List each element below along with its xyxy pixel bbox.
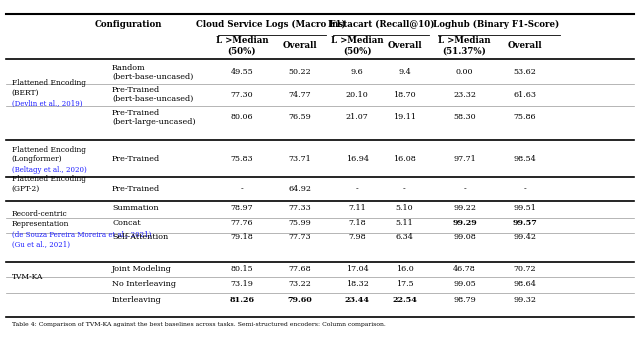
Text: 5.11: 5.11	[396, 219, 413, 227]
Text: 99.29: 99.29	[452, 219, 477, 227]
Text: 5.10: 5.10	[396, 204, 413, 213]
Text: 16.94: 16.94	[346, 155, 369, 163]
Text: Random
(bert-base-uncased): Random (bert-base-uncased)	[112, 64, 193, 81]
Text: Instacart (Recall@10): Instacart (Recall@10)	[328, 20, 434, 29]
Text: 6.34: 6.34	[396, 233, 413, 242]
Text: 98.54: 98.54	[513, 155, 536, 163]
Text: Table 4: Comparison of TVM-KA against the best baselines across tasks. Semi-stru: Table 4: Comparison of TVM-KA against th…	[12, 322, 385, 327]
Text: (Beltagy et al., 2020): (Beltagy et al., 2020)	[12, 166, 86, 174]
Text: 79.60: 79.60	[287, 296, 312, 304]
Text: Joint Modeling: Joint Modeling	[112, 265, 172, 273]
Text: 9.4: 9.4	[398, 68, 411, 77]
Text: -: -	[403, 185, 406, 193]
Text: 53.62: 53.62	[513, 68, 536, 77]
Text: (de Souza Pereira Moreira et al., 2021)
(Gu et al., 2021): (de Souza Pereira Moreira et al., 2021) …	[12, 231, 151, 249]
Text: L >Median
(51.37%): L >Median (51.37%)	[438, 36, 491, 56]
Text: -: -	[463, 185, 466, 193]
Text: 70.72: 70.72	[513, 265, 536, 273]
Text: Overall: Overall	[508, 41, 542, 50]
Text: Pre-Trained
(bert-large-uncased): Pre-Trained (bert-large-uncased)	[112, 109, 196, 126]
Text: 81.26: 81.26	[229, 296, 255, 304]
Text: 99.22: 99.22	[453, 204, 476, 213]
Text: 99.51: 99.51	[513, 204, 536, 213]
Text: -: -	[524, 185, 526, 193]
Text: 99.42: 99.42	[513, 233, 536, 242]
Text: 17.5: 17.5	[396, 280, 413, 288]
Text: L >Median
(50%): L >Median (50%)	[216, 36, 268, 56]
Text: 20.10: 20.10	[346, 90, 369, 99]
Text: 23.44: 23.44	[344, 296, 370, 304]
Text: (Devlin et al., 2019): (Devlin et al., 2019)	[12, 100, 82, 108]
Text: 77.33: 77.33	[288, 204, 311, 213]
Text: TVM-KA: TVM-KA	[12, 273, 43, 281]
Text: 22.54: 22.54	[392, 296, 417, 304]
Text: 18.70: 18.70	[393, 90, 416, 99]
Text: 9.6: 9.6	[351, 68, 364, 77]
Text: 79.18: 79.18	[230, 233, 253, 242]
Text: 50.22: 50.22	[288, 68, 311, 77]
Text: 16.08: 16.08	[393, 155, 416, 163]
Text: Pre-Trained: Pre-Trained	[112, 155, 160, 163]
Text: Flattened Encoding
(Longformer): Flattened Encoding (Longformer)	[12, 146, 86, 164]
Text: Overall: Overall	[282, 41, 317, 50]
Text: 7.98: 7.98	[348, 233, 366, 242]
Text: 98.64: 98.64	[513, 280, 536, 288]
Text: No Interleaving: No Interleaving	[112, 280, 176, 288]
Text: Loghub (Binary F1-Score): Loghub (Binary F1-Score)	[433, 20, 559, 29]
Text: 78.97: 78.97	[230, 204, 253, 213]
Text: 49.55: 49.55	[230, 68, 253, 77]
Text: Cloud Service Logs (Macro F1): Cloud Service Logs (Macro F1)	[196, 20, 346, 29]
Text: 58.30: 58.30	[453, 113, 476, 121]
Text: 76.59: 76.59	[288, 113, 311, 121]
Text: 77.30: 77.30	[230, 90, 253, 99]
Text: 97.71: 97.71	[453, 155, 476, 163]
Text: -: -	[356, 185, 358, 193]
Text: 99.08: 99.08	[453, 233, 476, 242]
Text: 74.77: 74.77	[288, 90, 311, 99]
Text: Summation: Summation	[112, 204, 159, 213]
Text: 98.79: 98.79	[453, 296, 476, 304]
Text: 73.71: 73.71	[288, 155, 311, 163]
Text: Pre-Trained
(bert-base-uncased): Pre-Trained (bert-base-uncased)	[112, 86, 193, 103]
Text: Flattened Encoding
(GPT-2): Flattened Encoding (GPT-2)	[12, 175, 86, 193]
Text: 17.04: 17.04	[346, 265, 369, 273]
Text: Record-centric
Representation: Record-centric Representation	[12, 210, 69, 228]
Text: 61.63: 61.63	[513, 90, 536, 99]
Text: 73.22: 73.22	[288, 280, 311, 288]
Text: 0.00: 0.00	[456, 68, 474, 77]
Text: 80.15: 80.15	[230, 265, 253, 273]
Text: 80.06: 80.06	[230, 113, 253, 121]
Text: 21.07: 21.07	[346, 113, 369, 121]
Text: 7.11: 7.11	[348, 204, 366, 213]
Text: -: -	[241, 185, 243, 193]
Text: Overall: Overall	[387, 41, 422, 50]
Text: 16.0: 16.0	[396, 265, 413, 273]
Text: Self-Attention: Self-Attention	[112, 233, 168, 242]
Text: 23.32: 23.32	[453, 90, 476, 99]
Text: Configuration: Configuration	[94, 20, 162, 29]
Text: 99.05: 99.05	[453, 280, 476, 288]
Text: 19.11: 19.11	[393, 113, 416, 121]
Text: 77.73: 77.73	[288, 233, 311, 242]
Text: 64.92: 64.92	[288, 185, 311, 193]
Text: Flattened Encoding
(BERT): Flattened Encoding (BERT)	[12, 79, 86, 97]
Text: Interleaving: Interleaving	[112, 296, 162, 304]
Text: 7.18: 7.18	[348, 219, 366, 227]
Text: L >Median
(50%): L >Median (50%)	[331, 36, 383, 56]
Text: 18.32: 18.32	[346, 280, 369, 288]
Text: 99.32: 99.32	[513, 296, 536, 304]
Text: 75.86: 75.86	[513, 113, 536, 121]
Text: 75.99: 75.99	[288, 219, 311, 227]
Text: 73.19: 73.19	[230, 280, 253, 288]
Text: 77.68: 77.68	[288, 265, 311, 273]
Text: Concat: Concat	[112, 219, 141, 227]
Text: Pre-Trained: Pre-Trained	[112, 185, 160, 193]
Text: 77.76: 77.76	[230, 219, 253, 227]
Text: 99.57: 99.57	[513, 219, 537, 227]
Text: 46.78: 46.78	[453, 265, 476, 273]
Text: 75.83: 75.83	[230, 155, 253, 163]
